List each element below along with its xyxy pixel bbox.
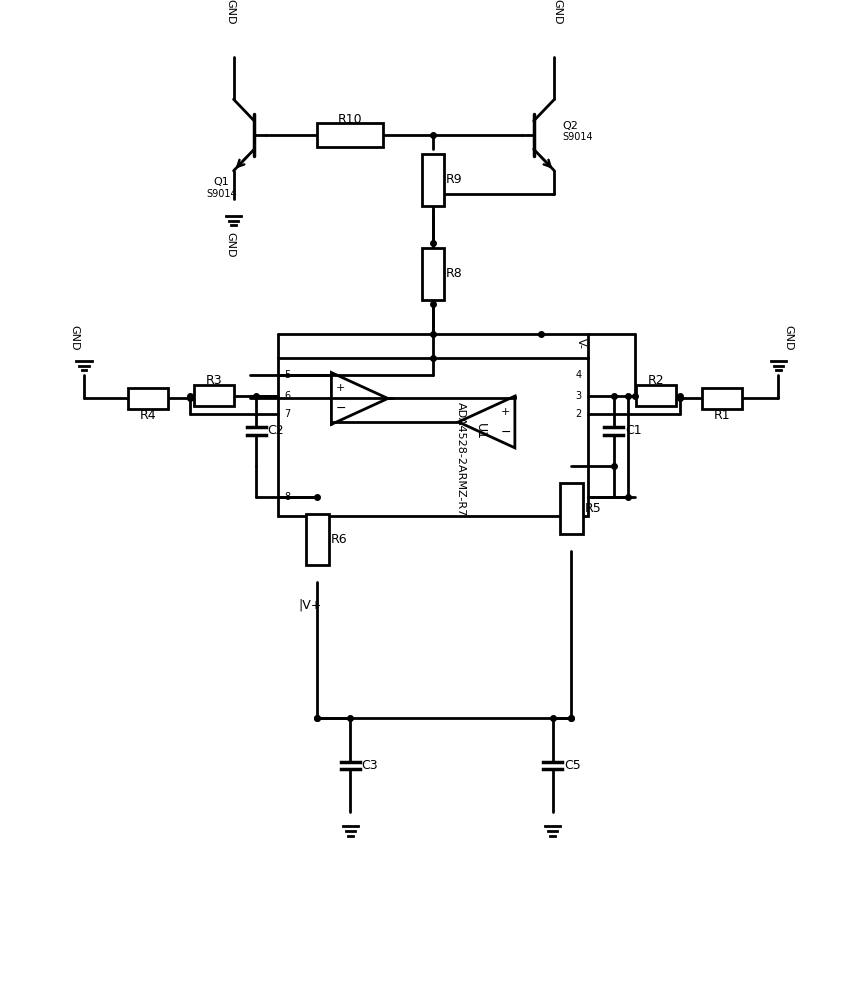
- Bar: [194, 385, 233, 406]
- Text: R5: R5: [584, 502, 601, 515]
- Bar: [421, 154, 444, 206]
- Text: R3: R3: [205, 374, 222, 387]
- Bar: [702, 388, 741, 409]
- Text: R9: R9: [447, 173, 463, 186]
- Text: GND: GND: [783, 325, 793, 350]
- Text: 5: 5: [284, 370, 290, 380]
- Text: +: +: [336, 383, 346, 393]
- Text: Q1: Q1: [213, 177, 229, 187]
- Text: C3: C3: [362, 759, 378, 772]
- Text: ADA4528-2ARMZ-R7: ADA4528-2ARMZ-R7: [456, 402, 466, 517]
- Text: 1: 1: [576, 492, 582, 502]
- Text: GND: GND: [225, 0, 236, 24]
- Text: Q2: Q2: [562, 121, 577, 131]
- Text: V-: V-: [576, 338, 586, 349]
- Text: S9014: S9014: [562, 132, 592, 142]
- Bar: [636, 385, 675, 406]
- Bar: [277, 358, 588, 516]
- Text: 4: 4: [576, 370, 582, 380]
- Text: 7: 7: [284, 409, 290, 419]
- Text: GND: GND: [225, 232, 236, 257]
- Text: GND: GND: [69, 325, 79, 350]
- Text: 3: 3: [576, 391, 582, 401]
- Text: 8: 8: [284, 492, 290, 502]
- Text: C2: C2: [267, 424, 284, 437]
- Bar: [317, 123, 383, 147]
- Bar: [560, 483, 583, 534]
- Text: GND: GND: [552, 0, 562, 24]
- Text: R8: R8: [447, 267, 463, 280]
- Text: C1: C1: [625, 424, 642, 437]
- Text: R2: R2: [648, 374, 664, 387]
- Text: −: −: [336, 402, 346, 415]
- Text: 2: 2: [576, 409, 582, 419]
- Text: 6: 6: [284, 391, 290, 401]
- Text: S9014: S9014: [206, 189, 237, 199]
- Text: R1: R1: [714, 409, 730, 422]
- Text: |V+: |V+: [298, 599, 322, 612]
- Text: U1: U1: [473, 423, 486, 440]
- Text: R6: R6: [330, 533, 347, 546]
- Text: −: −: [500, 426, 511, 439]
- Text: R4: R4: [140, 409, 156, 422]
- Bar: [128, 388, 167, 409]
- Text: R10: R10: [338, 113, 362, 126]
- Bar: [421, 248, 444, 300]
- Bar: [306, 514, 329, 565]
- Text: +: +: [501, 407, 510, 417]
- Text: C5: C5: [564, 759, 581, 772]
